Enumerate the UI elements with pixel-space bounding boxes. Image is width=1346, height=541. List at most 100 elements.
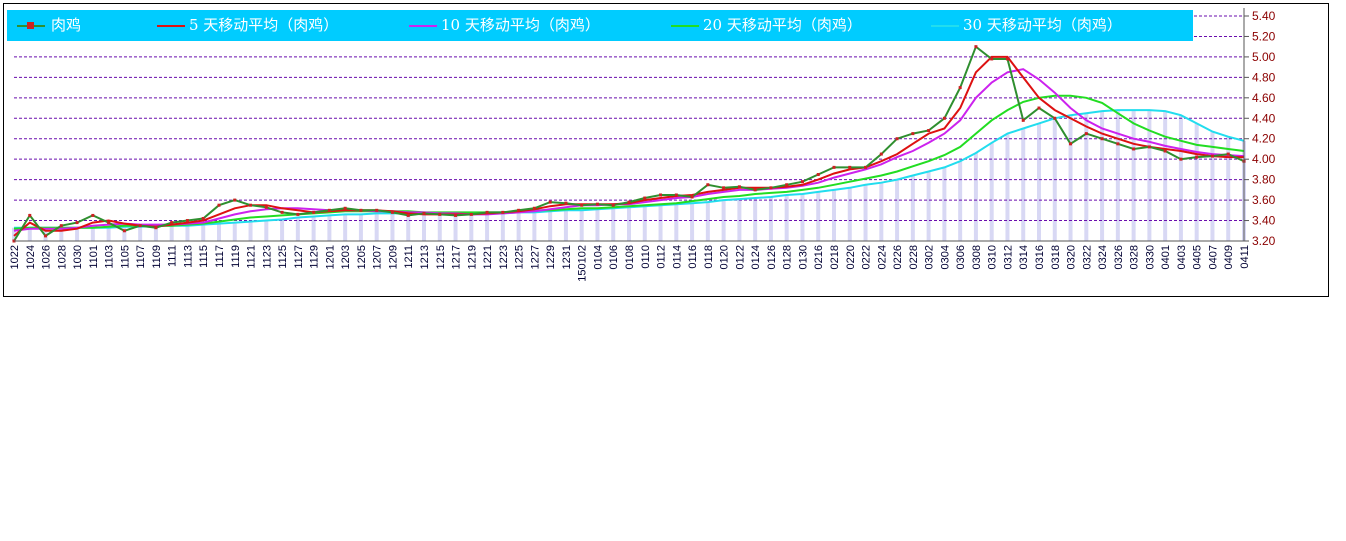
bar: [910, 175, 915, 241]
x-tick-label: 0124: [750, 245, 762, 269]
x-tick-label: 1028: [56, 245, 68, 269]
data-point: [249, 203, 253, 207]
data-point: [359, 208, 363, 212]
data-point: [548, 200, 552, 204]
bar: [1163, 111, 1168, 241]
data-point: [595, 202, 599, 206]
bar: [1178, 115, 1183, 241]
x-tick-label: 1207: [372, 245, 384, 269]
x-tick-label: 1229: [545, 245, 557, 269]
x-tick-label: 0116: [687, 245, 699, 269]
x-tick-label: 0316: [1034, 245, 1046, 269]
x-tick-label: 0306: [955, 245, 967, 269]
y-tick-label: 4.20: [1252, 132, 1276, 146]
x-tick-label: 1209: [387, 245, 399, 269]
x-tick-label: 1129: [309, 245, 321, 269]
x-tick-label: 0326: [1113, 245, 1125, 269]
data-point: [343, 206, 347, 210]
x-tick-label: 1101: [88, 245, 100, 269]
data-point: [406, 213, 410, 217]
x-tick-label: 1026: [41, 245, 53, 269]
x-tick-label: 1115: [198, 245, 210, 268]
bar: [295, 217, 300, 241]
bar: [1226, 136, 1231, 241]
bar: [406, 213, 411, 241]
bar: [485, 213, 490, 241]
bar: [895, 179, 900, 241]
bar: [642, 206, 647, 241]
data-point: [1226, 152, 1230, 156]
bar: [548, 211, 553, 241]
data-point: [501, 210, 505, 214]
x-tick-label: 1227: [529, 245, 541, 269]
y-tick-label: 4.00: [1252, 152, 1276, 166]
data-point: [312, 210, 316, 214]
bar: [563, 210, 568, 241]
data-point: [1005, 57, 1009, 61]
bar: [1194, 123, 1199, 241]
bar: [516, 212, 521, 241]
x-tick-label: 1213: [419, 245, 431, 269]
bar: [311, 216, 316, 241]
x-tick-label: 0112: [656, 245, 668, 269]
data-point: [28, 213, 32, 217]
bar: [122, 226, 127, 241]
bar: [358, 214, 363, 241]
data-point: [107, 221, 111, 225]
data-point: [659, 193, 663, 197]
x-tick-label: 0328: [1129, 245, 1141, 269]
x-tick-label: 1215: [435, 245, 447, 269]
bar: [832, 189, 836, 241]
x-tick-label: 0318: [1050, 245, 1062, 269]
bar: [138, 226, 143, 241]
data-point: [1084, 132, 1088, 136]
bar: [106, 227, 111, 241]
bar: [201, 224, 206, 241]
data-point: [138, 224, 142, 228]
bar: [422, 213, 426, 241]
bar: [500, 213, 505, 241]
bar: [1210, 131, 1215, 241]
data-point: [895, 137, 899, 141]
legend-label: 肉鸡: [51, 16, 82, 34]
y-tick-label: 5.20: [1252, 29, 1276, 43]
data-point: [1132, 147, 1136, 151]
bar: [264, 220, 269, 241]
bar: [800, 193, 805, 241]
legend-label: 30 天移动平均（肉鸡）: [963, 16, 1122, 34]
legend: 肉鸡 5 天移动平均（肉鸡） 10 天移动平均（肉鸡） 20 天移动平均（肉鸡）…: [7, 10, 1193, 41]
x-tick-label: 0403: [1176, 245, 1188, 269]
data-point: [990, 57, 994, 61]
data-point: [958, 86, 962, 90]
x-tick-label: 0130: [797, 245, 809, 269]
data-point: [170, 221, 174, 225]
x-tick-label: 0405: [1192, 245, 1204, 269]
x-tick-label: 0218: [829, 245, 841, 269]
x-tick-label: 1231: [561, 245, 573, 269]
data-point: [800, 180, 804, 184]
bar: [1131, 110, 1136, 241]
legend-label: 10 天移动平均（肉鸡）: [441, 16, 600, 34]
x-tick-label: 0310: [987, 245, 999, 269]
bar: [753, 198, 758, 241]
x-tick-label: 0401: [1160, 245, 1172, 269]
data-point: [1195, 155, 1199, 159]
x-tick-label: 0128: [782, 245, 794, 269]
data-point: [469, 212, 473, 216]
data-point: [737, 185, 741, 189]
bar: [153, 225, 158, 241]
data-point: [769, 186, 773, 190]
x-tick-label: 1205: [356, 245, 368, 269]
series-line: [14, 109, 1245, 229]
bar: [1084, 113, 1089, 241]
bar: [374, 213, 379, 241]
data-point: [1210, 154, 1214, 158]
x-tick-label: 1121: [246, 245, 258, 269]
bar: [721, 200, 726, 241]
y-tick-label: 4.40: [1252, 111, 1276, 125]
x-tick-label: 0216: [813, 245, 825, 269]
y-tick-label: 4.60: [1252, 91, 1276, 105]
bar: [768, 197, 773, 241]
bar: [217, 223, 221, 241]
